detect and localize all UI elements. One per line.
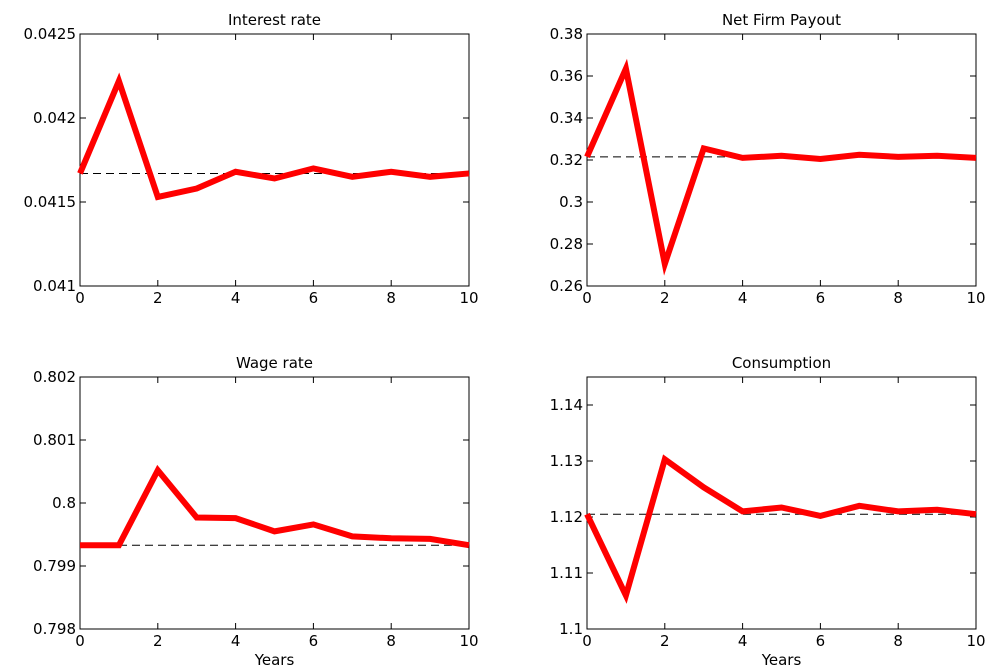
- x-tick-label: 0: [75, 289, 85, 307]
- x-tick-label: 2: [153, 632, 163, 650]
- x-tick-label: 8: [386, 289, 396, 307]
- x-tick-label: 10: [966, 632, 985, 650]
- subplot-title: Interest rate: [228, 11, 321, 29]
- x-tick-label: 4: [738, 632, 748, 650]
- subplot-title: Wage rate: [236, 354, 313, 372]
- y-tick-label: 1.14: [550, 396, 583, 414]
- x-axis-label: Years: [254, 651, 295, 669]
- y-tick-label: 0.802: [33, 368, 76, 386]
- x-axis-label: Years: [761, 651, 802, 669]
- y-tick-label: 0.8: [52, 494, 76, 512]
- x-tick-label: 0: [582, 632, 592, 650]
- x-tick-label: 10: [459, 289, 478, 307]
- subplot-4: 0 2 4 6 8 10 1.1 1.11 1.12 1.13 1.14 Consumption Yea…: [550, 354, 986, 669]
- y-tick-label: 1.12: [550, 508, 583, 526]
- y-tick-label: 1.13: [550, 452, 583, 470]
- y-tick-label: 0.38: [550, 25, 583, 43]
- y-tick-label: 0.34: [550, 109, 583, 127]
- x-tick-label: 0: [75, 632, 85, 650]
- subplot-3: 0 2 4 6 8 10 0.798 0.799 0.8 0.801 0.802 Wage rate Y…: [33, 354, 479, 669]
- y-tick-label: 0.26: [550, 277, 583, 295]
- x-tick-label: 6: [816, 289, 826, 307]
- subplot-title: Net Firm Payout: [722, 11, 841, 29]
- y-tick-label: 0.042: [33, 109, 76, 127]
- subplot-title: Consumption: [732, 354, 831, 372]
- x-tick-label: 10: [459, 632, 478, 650]
- y-tick-label: 0.041: [33, 277, 76, 295]
- y-tick-label: 0.799: [33, 557, 76, 575]
- x-tick-label: 4: [231, 289, 241, 307]
- x-tick-label: 6: [816, 632, 826, 650]
- x-tick-label: 6: [309, 632, 319, 650]
- y-tick-label: 0.28: [550, 235, 583, 253]
- axes-frame: [79, 33, 470, 287]
- x-tick-label: 4: [231, 632, 241, 650]
- x-tick-label: 0: [582, 289, 592, 307]
- x-tick-label: 2: [660, 632, 670, 650]
- x-tick-label: 4: [738, 289, 748, 307]
- y-tick-label: 1.1: [559, 620, 583, 638]
- x-tick-label: 6: [309, 289, 319, 307]
- subplot-1: 0 2 4 6 8 10 0.041 0.0415 0.042 0.0425 Interest ra…: [24, 11, 479, 307]
- x-tick-label: 10: [966, 289, 985, 307]
- y-tick-label: 0.798: [33, 620, 76, 638]
- x-tick-label: 8: [893, 632, 903, 650]
- x-tick-label: 8: [386, 632, 396, 650]
- y-tick-label: 0.0415: [24, 193, 77, 211]
- x-tick-label: 2: [153, 289, 163, 307]
- y-tick-label: 0.32: [550, 151, 583, 169]
- x-tick-label: 8: [893, 289, 903, 307]
- subplot-2: 0 2 4 6 8 10 0.26 0.28 0.3 0.32 0.34 0.36 0.38 Net Fi…: [550, 11, 986, 307]
- subplot-grid: 0 2 4 6 8 10 0.041 0.0415 0.042 0.0425 Interest ra…: [24, 11, 986, 669]
- y-tick-label: 0.3: [559, 193, 583, 211]
- y-tick-label: 1.11: [550, 564, 583, 582]
- y-tick-label: 0.0425: [24, 25, 77, 43]
- x-tick-label: 2: [660, 289, 670, 307]
- y-tick-label: 0.36: [550, 67, 583, 85]
- y-tick-label: 0.801: [33, 431, 76, 449]
- axes-frame: [586, 376, 977, 630]
